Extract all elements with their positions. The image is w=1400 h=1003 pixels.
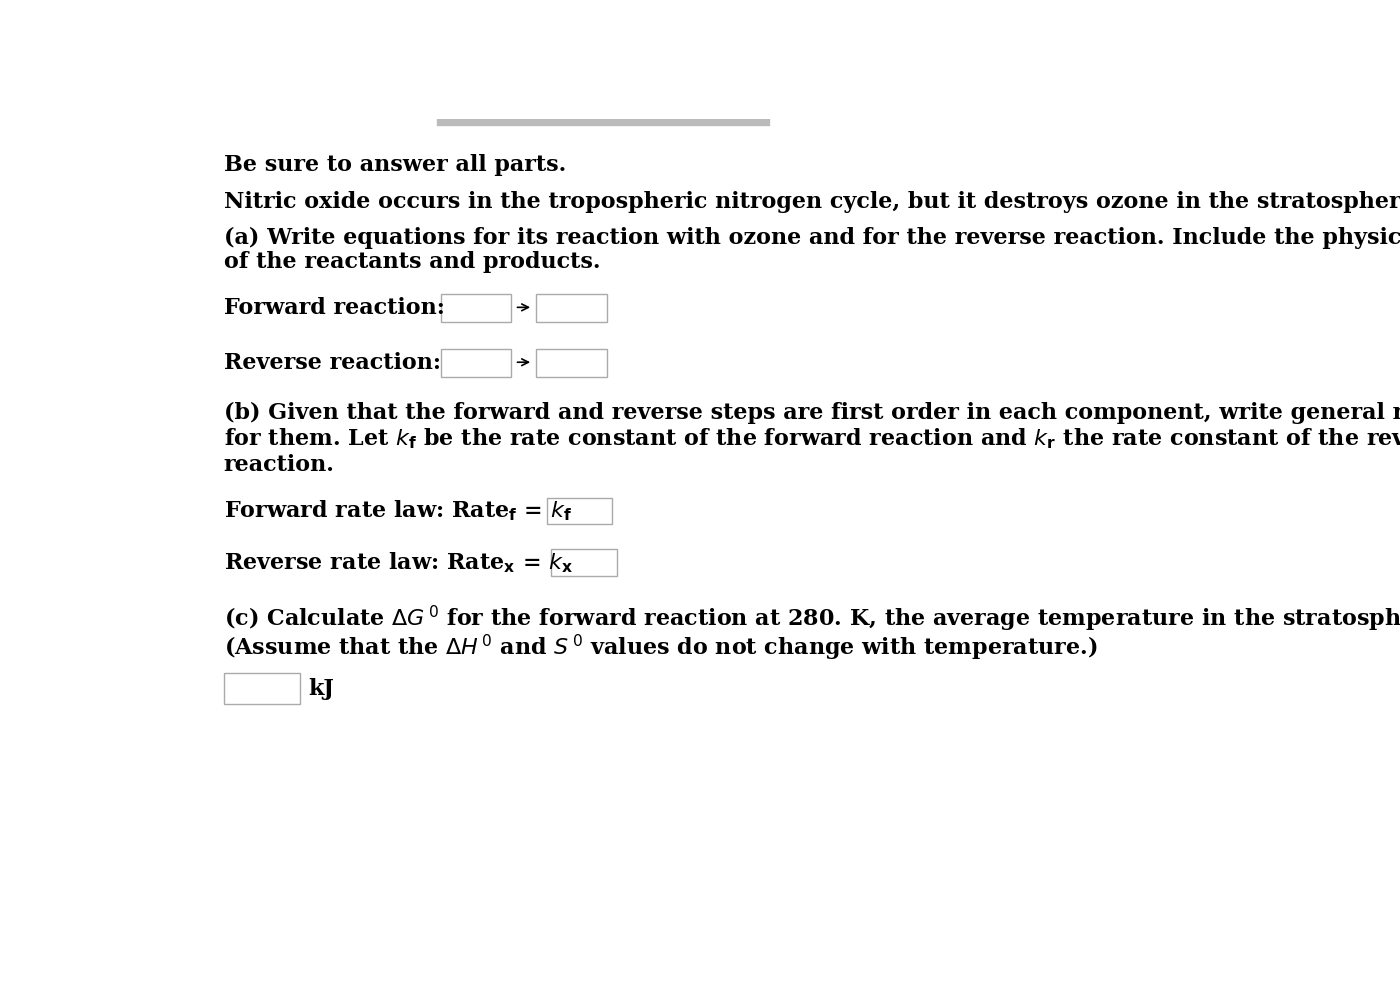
FancyBboxPatch shape bbox=[547, 498, 612, 525]
FancyBboxPatch shape bbox=[536, 295, 606, 323]
Text: of the reactants and products.: of the reactants and products. bbox=[224, 251, 601, 273]
Text: Forward reaction:: Forward reaction: bbox=[224, 297, 445, 319]
Text: reaction.: reaction. bbox=[224, 453, 335, 475]
FancyBboxPatch shape bbox=[441, 295, 511, 323]
Text: (Assume that the $\Delta H^{\,0}$ and $S^{\,0}$ values do not change with temper: (Assume that the $\Delta H^{\,0}$ and $S… bbox=[224, 632, 1098, 662]
Text: Nitric oxide occurs in the tropospheric nitrogen cycle, but it destroys ozone in: Nitric oxide occurs in the tropospheric … bbox=[224, 191, 1400, 213]
FancyBboxPatch shape bbox=[441, 350, 511, 377]
Text: Forward rate law: Rate$_\mathbf{f}$ = $\mathbf{\mathit{k}_f}$: Forward rate law: Rate$_\mathbf{f}$ = $\… bbox=[224, 498, 571, 523]
FancyBboxPatch shape bbox=[224, 673, 300, 704]
Text: Reverse rate law: Rate$_\mathbf{x}$ = $\mathbf{\mathit{k}_x}$: Reverse rate law: Rate$_\mathbf{x}$ = $\… bbox=[224, 550, 573, 575]
Text: (b) Given that the forward and reverse steps are first order in each component, : (b) Given that the forward and reverse s… bbox=[224, 401, 1400, 423]
Text: Reverse reaction:: Reverse reaction: bbox=[224, 352, 441, 374]
Text: Be sure to answer all parts.: Be sure to answer all parts. bbox=[224, 154, 566, 177]
Text: for them. Let $\mathbf{\mathit{k}_f}$ be the rate constant of the forward reacti: for them. Let $\mathbf{\mathit{k}_f}$ be… bbox=[224, 425, 1400, 450]
FancyBboxPatch shape bbox=[552, 550, 616, 576]
Text: (a) Write equations for its reaction with ozone and for the reverse reaction. In: (a) Write equations for its reaction wit… bbox=[224, 227, 1400, 249]
Text: kJ: kJ bbox=[308, 678, 335, 700]
Text: (c) Calculate $\Delta G^{\,0}$ for the forward reaction at 280. K, the average t: (c) Calculate $\Delta G^{\,0}$ for the f… bbox=[224, 604, 1400, 634]
FancyBboxPatch shape bbox=[536, 350, 606, 377]
